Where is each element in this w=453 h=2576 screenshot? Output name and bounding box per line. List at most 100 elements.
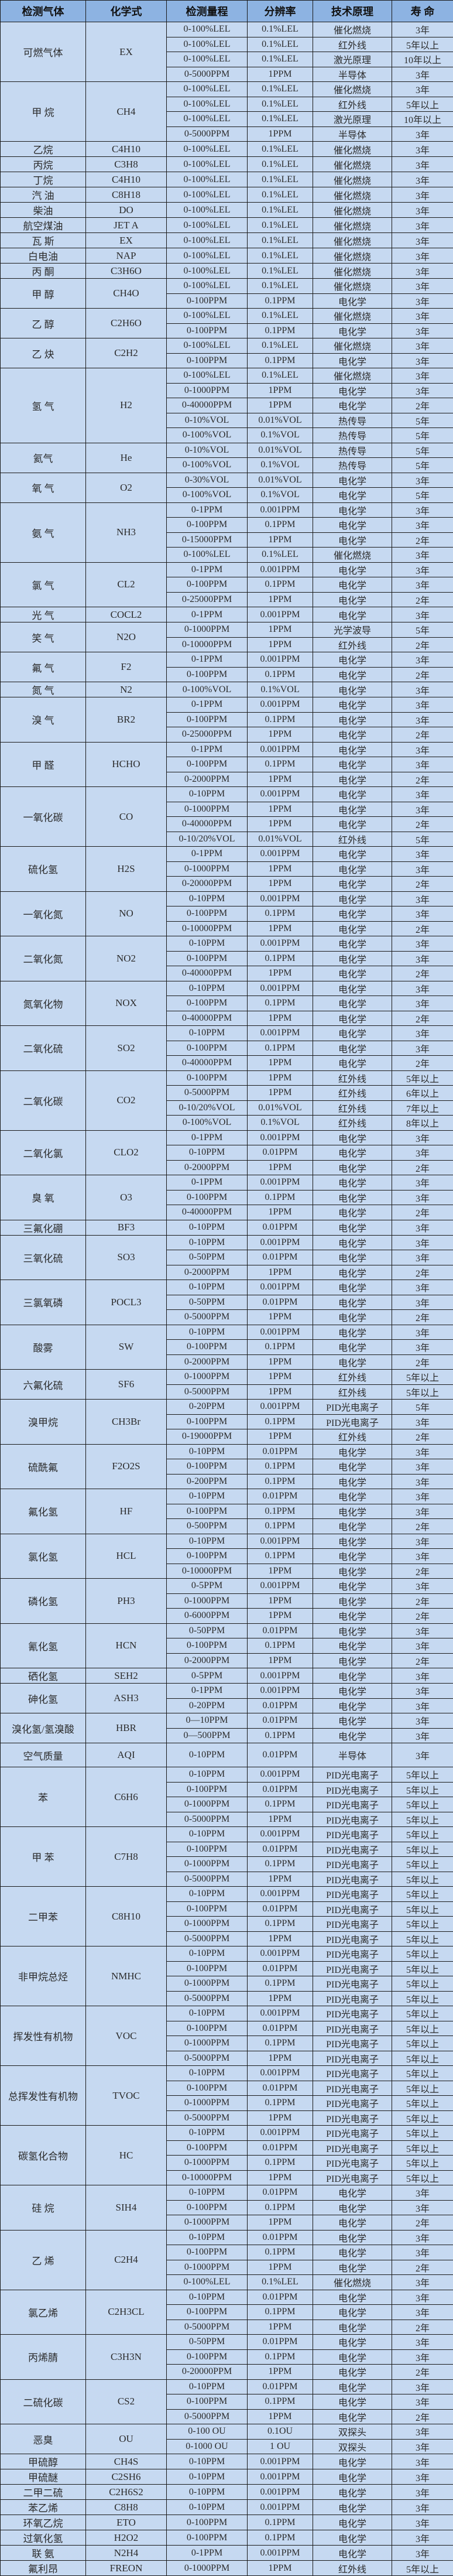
lifespan-cell: 3年 <box>392 338 453 354</box>
range-cell: 0-100%LEL <box>167 157 248 172</box>
principle-cell: 电化学 <box>313 2546 392 2561</box>
formula-cell: BF3 <box>86 1220 167 1235</box>
lifespan-cell: 3年 <box>392 1041 453 1056</box>
principle-cell: 电化学 <box>313 1325 392 1340</box>
gas-name-cell: 三氟化硼 <box>1 1220 86 1235</box>
lifespan-cell: 3年 <box>392 323 453 338</box>
resolution-cell: 0.1PPM <box>248 577 313 593</box>
range-cell: 0-1PPM <box>167 562 248 577</box>
principle-cell: 电化学 <box>313 966 392 981</box>
principle-cell: PID光电离子 <box>313 2096 392 2111</box>
formula-cell: SO3 <box>86 1235 167 1280</box>
formula-cell: NO <box>86 891 167 936</box>
lifespan-cell: 5年以上 <box>392 2006 453 2021</box>
principle-cell: 电化学 <box>313 712 392 727</box>
resolution-cell: 0.1PPM <box>248 353 313 368</box>
gas-name-cell: 白电油 <box>1 248 86 264</box>
resolution-cell: 1PPM <box>248 2110 313 2126</box>
lifespan-cell: 3年 <box>392 67 453 82</box>
principle-cell: 红外线 <box>313 97 392 112</box>
range-cell: 0-100PPM <box>167 2021 248 2036</box>
gas-name-cell: 三氯氧磷 <box>1 1280 86 1325</box>
resolution-cell: 0.001PPM <box>248 981 313 996</box>
resolution-cell: 0.001PPM <box>248 2469 313 2485</box>
principle-cell: 电化学 <box>313 2230 392 2245</box>
resolution-cell: 1PPM <box>248 1653 313 1668</box>
range-cell: 0-25000PPM <box>167 727 248 743</box>
lifespan-cell: 3年 <box>392 1728 453 1743</box>
resolution-cell: 0.01PPM <box>248 1713 313 1729</box>
lifespan-cell: 3年 <box>392 82 453 97</box>
resolution-cell: 0.01PPM <box>248 2185 313 2201</box>
lifespan-cell: 2年 <box>392 2320 453 2335</box>
resolution-cell: 0.01%VOL <box>248 473 313 488</box>
principle-cell: 电化学 <box>313 906 392 922</box>
gas-name-cell: 臭 氧 <box>1 1175 86 1220</box>
lifespan-cell: 2年 <box>392 772 453 787</box>
header-lifespan: 寿 命 <box>392 1 453 22</box>
resolution-cell: 0.1PPM <box>248 293 313 309</box>
principle-cell: PID光电离子 <box>313 1812 392 1827</box>
range-cell: 0-10000PPM <box>167 637 248 652</box>
lifespan-cell: 3年 <box>392 936 453 952</box>
principle-cell: 电化学 <box>313 488 392 503</box>
gas-name-cell: 过氧化氢 <box>1 2530 86 2546</box>
gas-name-cell: 苯乙烯 <box>1 2500 86 2515</box>
resolution-cell: 1PPM <box>248 592 313 607</box>
resolution-cell: 0.1PPM <box>248 1504 313 1519</box>
lifespan-cell: 10年以上 <box>392 112 453 127</box>
resolution-cell: 1PPM <box>248 1872 313 1887</box>
lifespan-cell: 2年 <box>392 921 453 936</box>
gas-name-cell: 甲 醇 <box>1 279 86 309</box>
formula-cell: PH3 <box>86 1579 167 1624</box>
principle-cell: 电化学 <box>313 562 392 577</box>
range-cell: 0-20000PPM <box>167 877 248 892</box>
formula-cell: NO2 <box>86 936 167 981</box>
principle-cell: 热传导 <box>313 443 392 458</box>
range-cell: 0-100PPM <box>167 2349 248 2365</box>
range-cell: 0-100PPM <box>167 2305 248 2320</box>
principle-cell: PID光电离子 <box>313 1976 392 1992</box>
resolution-cell: 0.1%LEL <box>248 248 313 264</box>
principle-cell: PID光电离子 <box>313 2036 392 2051</box>
range-cell: 0-5000PPM <box>167 2051 248 2066</box>
range-cell: 0-1PPM <box>167 697 248 713</box>
lifespan-cell: 3年 <box>392 2500 453 2515</box>
resolution-cell: 0.001PPM <box>248 2485 313 2500</box>
formula-cell: FREON <box>86 2561 167 2576</box>
range-cell: 0-2000PPM <box>167 1354 248 1370</box>
principle-cell: 电化学 <box>313 1549 392 1564</box>
principle-cell: 电化学 <box>313 2349 392 2365</box>
range-cell: 0-100%LEL <box>167 142 248 157</box>
principle-cell: PID光电离子 <box>313 1767 392 1783</box>
resolution-cell: 0.01PPM <box>248 1842 313 1857</box>
resolution-cell: 1PPM <box>248 1593 313 1609</box>
gas-name-cell: 甲 苯 <box>1 1827 86 1887</box>
range-cell: 0-1PPM <box>167 1175 248 1190</box>
principle-cell: 电化学 <box>313 1519 392 1534</box>
range-cell: 0-19000PPM <box>167 1429 248 1445</box>
gas-name-cell: 二氧化氯 <box>1 1130 86 1175</box>
lifespan-cell: 8年以上 <box>392 1116 453 1131</box>
principle-cell: 电化学 <box>313 652 392 668</box>
formula-cell: C7H8 <box>86 1827 167 1887</box>
range-cell: 0-40000PPM <box>167 1011 248 1026</box>
range-cell: 0-10PPM <box>167 2230 248 2245</box>
resolution-cell: 0.01PPM <box>248 2335 313 2350</box>
principle-cell: 电化学 <box>313 742 392 757</box>
range-cell: 0-100%LEL <box>167 187 248 203</box>
lifespan-cell: 3年 <box>392 1459 453 1475</box>
lifespan-cell: 3年 <box>392 2245 453 2260</box>
resolution-cell: 0.1%LEL <box>248 203 313 218</box>
lifespan-cell: 3年 <box>392 2230 453 2245</box>
principle-cell: 电化学 <box>313 1534 392 1549</box>
lifespan-cell: 2年 <box>392 1056 453 1071</box>
lifespan-cell: 3年 <box>392 757 453 772</box>
